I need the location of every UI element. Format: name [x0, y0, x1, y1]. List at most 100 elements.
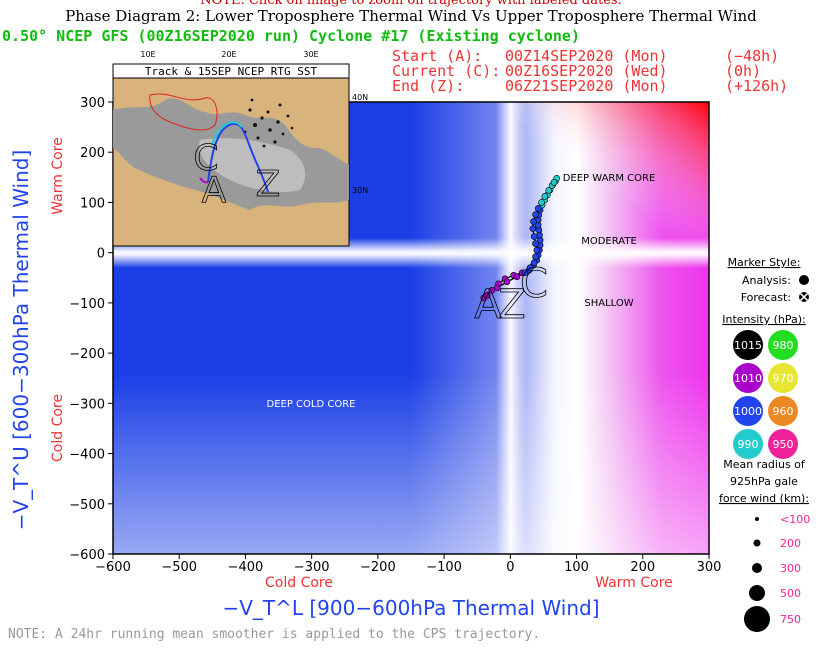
y-tick-label: −600 [69, 548, 105, 563]
y-axis-ticks: −600 −500 −400 −300 −200 −100 0 100 200 300 [69, 96, 113, 563]
radius-label: 750 [780, 613, 801, 626]
intensity-label: 960 [773, 405, 794, 418]
legend-analysis-marker [799, 275, 809, 285]
start-offset: (−48h) [725, 47, 779, 65]
x-tick-label: −100 [426, 560, 462, 575]
intensity-label: 1010 [734, 372, 762, 385]
trajectory-point [541, 193, 549, 200]
map-track-cyan [211, 121, 243, 146]
trajectory-point [513, 273, 521, 281]
trajectory-point [545, 187, 553, 194]
inset-lat-30n: 30N [352, 186, 368, 195]
y-axis-warm-note: Warm Core [50, 137, 66, 215]
inset-lon-10e: 10E [140, 50, 155, 59]
intensity-label: 990 [738, 438, 759, 451]
map-track-start [199, 177, 209, 184]
radius-swatch [753, 539, 761, 547]
legend-radius-items: <100 200 300 500 750 [744, 513, 810, 632]
x-axis-cold-note: Cold Core [265, 575, 333, 591]
track-letter-c: C [520, 261, 548, 307]
y-tick-label: −400 [69, 448, 105, 463]
start-time: 00Z14SEP2020 (Mon) [505, 47, 668, 65]
x-tick-label: 100 [564, 560, 589, 575]
x-tick-label: 300 [697, 560, 722, 575]
notice-text[interactable]: NOTE: Click on image to zoom on trajecto… [200, 0, 621, 8]
y-tick-label: 0 [97, 247, 105, 262]
legend-intensity-title: Intensity (hPa): [722, 313, 806, 326]
x-axis-title: −V_T^L [900−600hPa Thermal Wind] [222, 596, 599, 620]
intensity-swatch [733, 429, 763, 459]
trajectory-point [530, 259, 538, 267]
region-moderate: MODERATE [581, 236, 637, 247]
inset-lat-40n: 40N [352, 93, 368, 102]
trajectory-point [488, 287, 496, 294]
current-label: Current (C): [392, 62, 500, 80]
sst-contour [149, 93, 218, 131]
x-tick-label: −300 [294, 560, 330, 575]
legend-marker-style-title: Marker Style: [728, 256, 801, 269]
trajectory-point [534, 205, 542, 212]
run-title: 0.50° NCEP GFS (00Z16SEP2020 run) Cyclon… [2, 27, 580, 45]
x-tick-label: 0 [506, 560, 514, 575]
inset-map[interactable]: Track & 15SEP NCEP RTG SST 10E 20E 30E 4… [112, 50, 368, 247]
trajectory-point [526, 264, 534, 272]
intensity-label: 1015 [734, 339, 762, 352]
intensity-label: 950 [773, 438, 794, 451]
legend-analysis-label: Analysis: [742, 274, 791, 287]
trajectory-point [532, 211, 539, 218]
inset-lon-20e: 20E [221, 50, 236, 59]
footer-note: NOTE: A 24hr running mean smoother is ap… [8, 627, 540, 642]
legend-radius-title-3: force wind (km): [719, 492, 809, 505]
trajectory-point [521, 269, 529, 277]
trajectory-point [538, 199, 545, 206]
inset-letter-z: Z [256, 164, 281, 205]
legend-forecast-marker [799, 292, 809, 302]
trajectory[interactable] [480, 175, 560, 302]
trajectory-point [532, 240, 539, 247]
region-deep-warm-core: DEEP WARM CORE [563, 173, 656, 184]
end-offset: (+126h) [725, 77, 788, 95]
y-tick-label: 200 [80, 146, 105, 161]
end-label: End (Z): [392, 77, 464, 95]
y-tick-label: −100 [69, 297, 105, 312]
radius-swatch [744, 606, 770, 632]
trajectory-point [530, 218, 537, 225]
intensity-label: 1000 [734, 405, 762, 418]
radius-label: <100 [780, 513, 810, 526]
inset-letter-a: A [202, 170, 227, 211]
current-time: 00Z16SEP2020 (Wed) [505, 62, 668, 80]
trajectory-point [533, 246, 541, 254]
legend-panel: Marker Style: Analysis: Forecast: Intens… [719, 256, 810, 632]
inset-lon-30e: 30E [303, 50, 318, 59]
intensity-swatch [768, 330, 798, 360]
y-axis-title: −V_T^U [600−300hPa Thermal Wind] [9, 150, 33, 531]
radius-label: 200 [780, 537, 801, 550]
intensity-swatch [733, 330, 763, 360]
trajectory-point [483, 292, 491, 299]
intensity-label: 970 [773, 372, 794, 385]
y-axis-cold-note: Cold Core [50, 394, 66, 462]
trajectory-point [532, 253, 539, 260]
figure-title: Phase Diagram 2: Lower Troposphere Therm… [65, 7, 757, 25]
x-tick-label: −500 [161, 560, 197, 575]
y-tick-label: 100 [80, 196, 105, 211]
start-label: Start (A): [392, 47, 482, 65]
intensity-swatch [768, 363, 798, 393]
legend-intensity-items: 1015 980 1010 970 1000 960 990 950 [733, 330, 798, 459]
inset-map-title: Track & 15SEP NCEP RTG SST [145, 65, 318, 78]
inset-letter-c: C [193, 138, 218, 179]
x-axis-ticks: −600 −500 −400 −300 −200 −100 0 100 200 300 [95, 554, 721, 575]
intensity-swatch [733, 363, 763, 393]
plot-frame [112, 101, 710, 555]
track-letter-z: Z [498, 282, 525, 328]
x-tick-label: −200 [360, 560, 396, 575]
region-deep-cold-core: DEEP COLD CORE [267, 399, 356, 410]
intensity-label: 980 [773, 339, 794, 352]
x-tick-label: −600 [95, 560, 131, 575]
x-axis-warm-note: Warm Core [595, 575, 673, 591]
radius-label: 500 [780, 587, 801, 600]
legend-radius-title-1: Mean radius of [723, 458, 806, 471]
region-shallow: SHALLOW [584, 298, 633, 309]
legend-radius-title-2: 925hPa gale [730, 475, 798, 488]
